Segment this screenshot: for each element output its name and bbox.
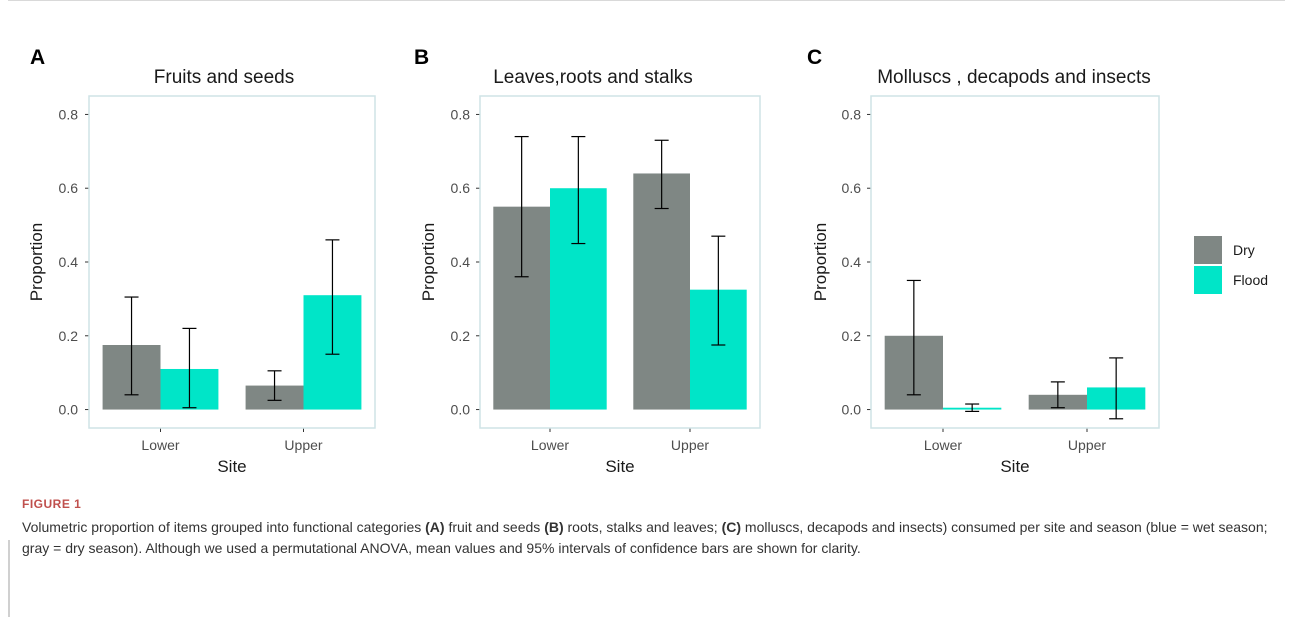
y-tick-label: 0.2 — [59, 328, 79, 344]
x-tick-label: Upper — [1068, 437, 1106, 453]
caption-segment: fruit and seeds — [444, 519, 545, 535]
y-tick-label: 0.8 — [842, 106, 862, 122]
panel-title: Molluscs , decapods and insects — [877, 67, 1151, 88]
caption-panel-ref: (A) — [425, 519, 445, 535]
top-divider — [8, 0, 1285, 1]
x-axis-title: Site — [1000, 457, 1029, 476]
legend: Dry Flood — [1194, 236, 1268, 294]
panel-a: A Fruits and seeds 0.0 0.2 0.4 0.6 0.8 Lower Upp… — [27, 46, 376, 476]
x-tick-label: Upper — [284, 437, 322, 453]
caption-segment: roots, stalks and leaves; — [563, 519, 722, 535]
y-tick-label: 0.8 — [451, 106, 471, 122]
panel-c: C Molluscs , decapods and insects 0.0 0.2 0.… — [807, 46, 1160, 476]
caption-segment: molluscs, decapods and insects) consumed… — [22, 519, 1268, 556]
panel-letter: A — [30, 46, 45, 69]
caption-side-rule — [8, 540, 10, 617]
y-tick-label: 0.0 — [59, 402, 79, 418]
y-tick-label: 0.4 — [59, 254, 79, 270]
y-tick-label: 0.0 — [451, 402, 471, 418]
legend-swatch-dry — [1194, 236, 1222, 264]
x-tick-label: Lower — [924, 437, 962, 453]
caption-panel-ref: (C) — [721, 519, 742, 535]
y-tick-label: 0.6 — [842, 180, 862, 196]
panel-title: Fruits and seeds — [154, 67, 294, 88]
y-axis-title: Proportion — [27, 223, 46, 301]
legend-label-dry: Dry — [1233, 242, 1255, 258]
panel-letter: C — [807, 46, 822, 69]
y-tick-label: 0.6 — [59, 180, 79, 196]
x-tick-label: Lower — [531, 437, 569, 453]
y-tick-label: 0.8 — [59, 106, 79, 122]
y-axis-title: Proportion — [811, 223, 830, 301]
y-tick-label: 0.4 — [842, 254, 862, 270]
y-tick-label: 0.2 — [842, 328, 862, 344]
x-axis-title: Site — [605, 457, 634, 476]
y-tick-label: 0.0 — [842, 402, 862, 418]
caption-label: FIGURE 1 — [22, 497, 82, 511]
x-tick-label: Upper — [671, 437, 709, 453]
charts-figure: A Fruits and seeds 0.0 0.2 0.4 0.6 0.8 Lower Upp… — [27, 46, 1268, 476]
bar-dry-upper — [633, 173, 690, 410]
y-axis-title: Proportion — [419, 223, 438, 301]
plot-panel-border — [870, 95, 1160, 429]
y-tick-label: 0.2 — [451, 328, 471, 344]
y-tick-label: 0.4 — [451, 254, 471, 270]
panel-letter: B — [414, 46, 429, 69]
caption-panel-ref: (B) — [544, 519, 564, 535]
caption-segment: Volumetric proportion of items grouped i… — [22, 519, 426, 535]
x-tick-label: Lower — [141, 437, 179, 453]
legend-swatch-flood — [1194, 266, 1222, 294]
x-axis-title: Site — [217, 457, 246, 476]
plot-panel-border — [88, 95, 376, 429]
panel-b: B Leaves,roots and stalks 0.0 0.2 0.4 0.6 0.8 L… — [414, 46, 761, 476]
figure-caption: FIGURE 1 Volumetric proportion of items … — [22, 497, 1272, 559]
panel-title: Leaves,roots and stalks — [493, 67, 693, 88]
caption-text: Volumetric proportion of items grouped i… — [22, 517, 1272, 559]
plot-panel-border — [479, 95, 761, 429]
y-tick-label: 0.6 — [451, 180, 471, 196]
legend-label-flood: Flood — [1233, 272, 1268, 288]
